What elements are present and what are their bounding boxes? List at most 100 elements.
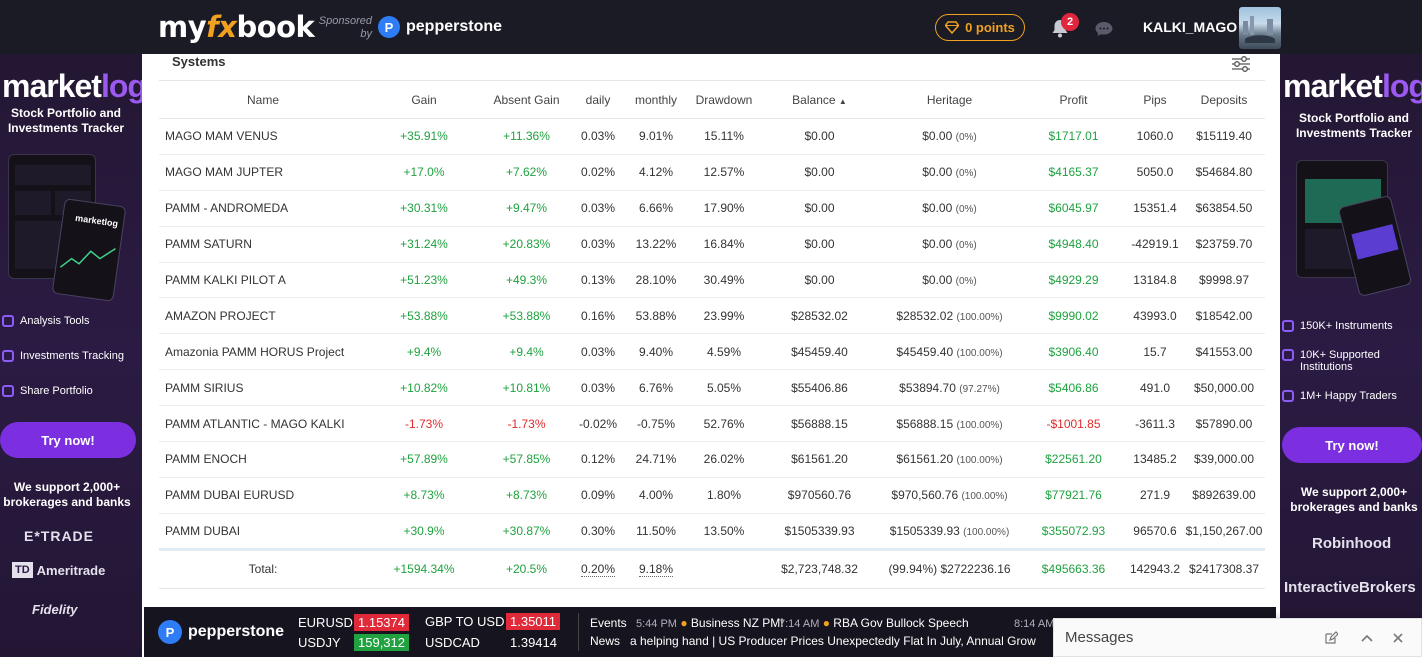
table-row[interactable]: PAMM KALKI PILOT A +51.23% +49.3% 0.13% 28.1… xyxy=(159,262,1265,299)
total-row: Total: +1594.34% +20.5% 0.20% 9.18% $2,7… xyxy=(159,547,1265,589)
total-drawdown xyxy=(688,547,760,589)
pair-label[interactable]: USDCAD xyxy=(425,635,480,650)
drawdown-cell: 13.50% xyxy=(688,513,760,550)
profit-cell: $3906.40 xyxy=(1020,333,1127,371)
daily-cell: 0.02% xyxy=(572,154,624,191)
notification-count-badge: 2 xyxy=(1061,13,1079,31)
myfxbook-logo[interactable]: myfxbook xyxy=(158,10,315,44)
system-name-link[interactable]: PAMM SIRIUS xyxy=(159,369,367,407)
table-row[interactable]: PAMM - ANDROMEDA +30.31% +9.47% 0.03% 6.66% 1… xyxy=(159,190,1265,227)
news-scroll[interactable]: a helping hand | US Producer Prices Unex… xyxy=(630,634,1036,648)
filter-settings-icon[interactable] xyxy=(1230,54,1252,74)
total-gain: +1594.34% xyxy=(367,547,481,589)
news-label: News xyxy=(590,634,621,648)
table-row[interactable]: PAMM DUBAI +30.9% +30.87% 0.30% 11.50% 13.50%… xyxy=(159,513,1265,550)
chat-icon[interactable] xyxy=(1094,20,1114,38)
feature-instruments: 150K+ Instruments xyxy=(1282,320,1393,332)
compose-icon[interactable] xyxy=(1324,631,1338,645)
monthly-cell: 28.10% xyxy=(624,262,688,299)
event-item[interactable]: 8:14 AM xyxy=(1014,618,1055,630)
total-heritage: (99.94%) $2722236.16 xyxy=(879,547,1020,589)
absent-gain-cell: +30.87% xyxy=(481,513,572,550)
ticker-pepperstone-logo[interactable]: P pepperstone xyxy=(158,620,284,644)
system-name-link[interactable]: PAMM ENOCH xyxy=(159,441,367,478)
table-row[interactable]: PAMM ATLANTIC - MAGO KALKI -1.73% -1.73% -0… xyxy=(159,405,1265,443)
col-balance[interactable]: Balance ▲ xyxy=(760,80,879,119)
table-row[interactable]: PAMM DUBAI EURUSD +8.73% +8.73% 0.09% 4.00% 1… xyxy=(159,477,1265,514)
table-row[interactable]: MAGO MAM JUPTER +17.0% +7.62% 0.02% 4.12% 12.… xyxy=(159,154,1265,191)
col-drawdown[interactable]: Drawdown xyxy=(688,80,760,119)
table-row[interactable]: PAMM ENOCH +57.89% +57.85% 0.12% 24.71% 26.02… xyxy=(159,441,1265,478)
username-label[interactable]: KALKI_MAGO xyxy=(1143,19,1238,35)
balance-cell: $0.00 xyxy=(760,190,879,227)
gain-cell: +30.31% xyxy=(367,190,481,227)
table-row[interactable]: PAMM SIRIUS +10.82% +10.81% 0.03% 6.76% 5.05%… xyxy=(159,369,1265,407)
gain-cell: +31.24% xyxy=(367,226,481,263)
sponsor-pepperstone-link[interactable]: P pepperstone xyxy=(378,16,502,38)
right-ad-marketlog[interactable]: marketlog Stock Portfolio and Investment… xyxy=(1280,54,1422,657)
col-monthly[interactable]: monthly xyxy=(624,80,688,119)
system-name-link[interactable]: PAMM DUBAI EURUSD xyxy=(159,477,367,514)
col-deposits[interactable]: Deposits xyxy=(1183,80,1265,119)
table-row[interactable]: AMAZON PROJECT +53.88% +53.88% 0.16% 53.88% 2… xyxy=(159,297,1265,335)
daily-cell: -0.02% xyxy=(572,405,624,443)
monthly-cell: -0.75% xyxy=(624,405,688,443)
daily-cell: 0.12% xyxy=(572,441,624,478)
heritage-cell: $0.00 (0%) xyxy=(879,226,1020,263)
system-name-link[interactable]: PAMM - ANDROMEDA xyxy=(159,190,367,227)
col-name[interactable]: Name xyxy=(159,80,367,119)
interactive-brokers-logo: InteractiveBrokers xyxy=(1284,579,1416,596)
avatar[interactable] xyxy=(1239,7,1281,49)
col-gain[interactable]: Gain xyxy=(367,80,481,119)
table-row[interactable]: Amazonia PAMM HORUS Project +9.4% +9.4% 0.0… xyxy=(159,333,1265,371)
system-name-link[interactable]: MAGO MAM JUPTER xyxy=(159,154,367,191)
pair-label[interactable]: GBP TO USD xyxy=(425,614,505,629)
messages-widget[interactable]: Messages xyxy=(1053,618,1422,657)
table-row[interactable]: MAGO MAM VENUS +35.91% +11.36% 0.03% 9.01% 15… xyxy=(159,118,1265,155)
col-profit[interactable]: Profit xyxy=(1020,80,1127,119)
system-name-link[interactable]: AMAZON PROJECT xyxy=(159,297,367,335)
col-heritage[interactable]: Heritage xyxy=(879,80,1020,119)
feature-institutions: 10K+ Supported Institutions xyxy=(1282,349,1392,373)
system-name-link[interactable]: PAMM SATURN xyxy=(159,226,367,263)
table-row[interactable]: PAMM SATURN +31.24% +20.83% 0.03% 13.22% 16.8… xyxy=(159,226,1265,263)
system-name-link[interactable]: PAMM ATLANTIC - MAGO KALKI xyxy=(159,405,367,443)
chevron-up-icon[interactable] xyxy=(1360,631,1374,645)
try-now-button[interactable]: Try now! xyxy=(0,422,136,458)
left-ad-marketlog[interactable]: marketlog Stock Portfolio and Investment… xyxy=(0,54,142,657)
event-item[interactable]: 5:44 PM ● Business NZ PMI xyxy=(636,616,784,630)
heritage-cell: $0.00 (0%) xyxy=(879,190,1020,227)
profit-cell: -$1001.85 xyxy=(1020,405,1127,443)
monthly-cell: 11.50% xyxy=(624,513,688,550)
total-balance: $2,723,748.32 xyxy=(760,547,879,589)
system-name-link[interactable]: PAMM DUBAI xyxy=(159,513,367,550)
absent-gain-cell: +8.73% xyxy=(481,477,572,514)
phone-mock: marketlog xyxy=(51,198,127,302)
balance-cell: $1505339.93 xyxy=(760,513,879,550)
col-daily[interactable]: daily xyxy=(572,80,624,119)
points-button[interactable]: 0 points xyxy=(935,14,1025,41)
system-name-link[interactable]: Amazonia PAMM HORUS Project xyxy=(159,333,367,371)
pair-label[interactable]: USDJY xyxy=(298,635,341,650)
monthly-cell: 9.40% xyxy=(624,333,688,371)
ameritrade-logo: TD Ameritrade xyxy=(12,562,105,578)
gain-cell: +17.0% xyxy=(367,154,481,191)
balance-cell: $0.00 xyxy=(760,154,879,191)
gain-cell: +53.88% xyxy=(367,297,481,335)
daily-cell: 0.03% xyxy=(572,369,624,407)
share-icon xyxy=(2,385,14,397)
col-absent-gain[interactable]: Absent Gain xyxy=(481,80,572,119)
thumbs-up-icon xyxy=(1282,390,1294,402)
pips-cell: 5050.0 xyxy=(1127,154,1183,191)
system-name-link[interactable]: PAMM KALKI PILOT A xyxy=(159,262,367,299)
heritage-cell: $0.00 (0%) xyxy=(879,118,1020,155)
pair-label[interactable]: EURUSD xyxy=(298,615,353,630)
col-pips[interactable]: Pips xyxy=(1127,80,1183,119)
try-now-button[interactable]: Try now! xyxy=(1282,427,1422,463)
heritage-cell: $61561.20 (100.00%) xyxy=(879,441,1020,478)
close-icon[interactable] xyxy=(1391,631,1405,645)
event-item[interactable]: 7:14 AM ● RBA Gov Bullock Speech xyxy=(779,616,969,630)
system-name-link[interactable]: MAGO MAM VENUS xyxy=(159,118,367,155)
profit-cell: $4929.29 xyxy=(1020,262,1127,299)
tracking-icon xyxy=(2,350,14,362)
